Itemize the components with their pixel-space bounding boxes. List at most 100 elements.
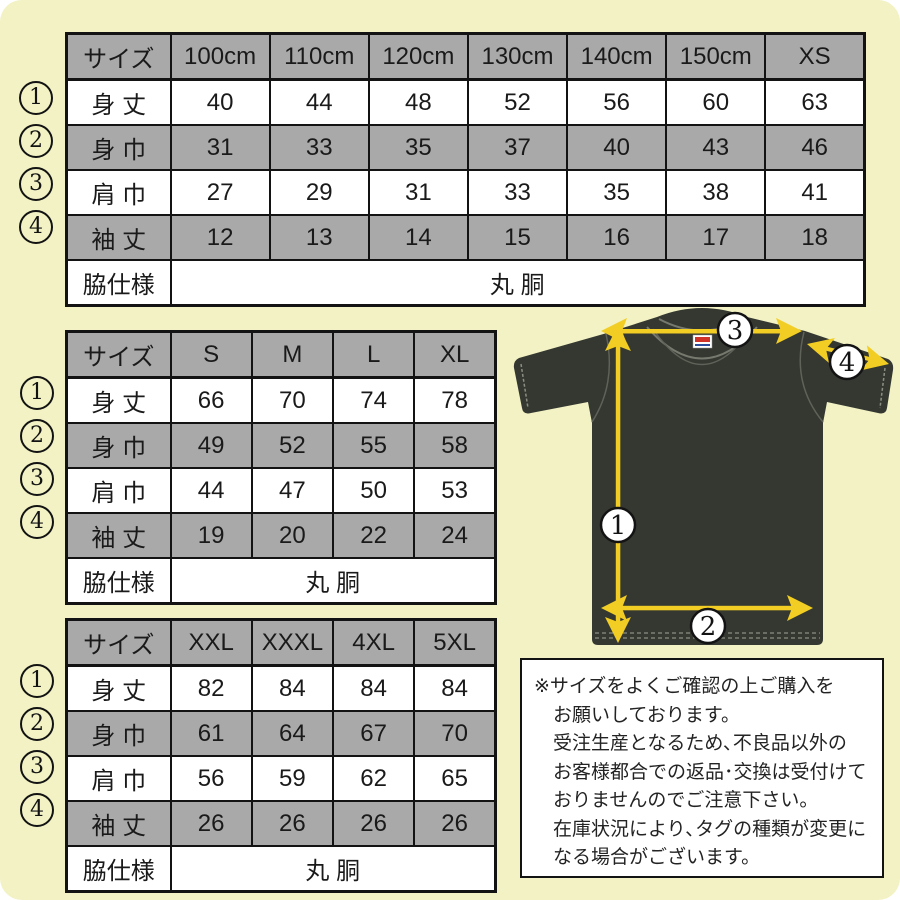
- size-header-cell: 120cm: [367, 32, 469, 81]
- size-table-adult: サイズ S M L XL 身 丈 66 70 74 78 身 巾 49 52 55 58 肩 巾 44 47 50 5…: [65, 330, 497, 605]
- measure-value: 55: [331, 422, 416, 469]
- notice-line: 在庫状況により､タグの種類が変更に: [553, 818, 867, 840]
- svg-text:3: 3: [727, 316, 744, 346]
- measure-value: 50: [331, 467, 416, 514]
- purchase-notice-box: ※サイズをよくご確認の上ご購入を お願いしております。 受注生産となるため､不良…: [520, 658, 884, 878]
- marker-1-adult: 1: [20, 376, 54, 410]
- measure-value: 41: [764, 169, 866, 216]
- marker-4-adult: 4: [20, 505, 54, 539]
- measure-value: 46: [764, 124, 866, 171]
- measure-label: 身 巾: [65, 710, 172, 757]
- measure-value: 33: [466, 169, 569, 216]
- measure-value: 12: [169, 214, 271, 261]
- measure-value: 26: [331, 800, 416, 847]
- svg-text:1: 1: [610, 511, 627, 541]
- measure-value: 70: [413, 710, 497, 757]
- size-table-big: サイズ XXL XXXL 4XL 5XL 身 丈 82 84 84 84 身 巾 61 64 67 70 肩 …: [65, 618, 497, 893]
- size-header-cell: サイズ: [65, 330, 172, 379]
- marker-1-big: 1: [20, 664, 54, 698]
- measure-value: 61: [169, 710, 253, 757]
- measure-label: 身 丈: [65, 78, 172, 126]
- figure-marker-3: 3: [716, 311, 754, 349]
- measure-value: 19: [169, 512, 253, 559]
- measure-value: 49: [169, 422, 253, 469]
- notice-line: ※サイズをよくご確認の上ご購入を: [534, 676, 835, 697]
- measure-value: 66: [169, 376, 253, 424]
- measure-value: 70: [250, 376, 335, 424]
- measure-value: 18: [764, 214, 866, 261]
- measure-value: 13: [268, 214, 370, 261]
- measure-value: 58: [413, 422, 497, 469]
- svg-text:2: 2: [700, 612, 717, 642]
- measure-label: 肩 巾: [65, 467, 172, 514]
- marker-1-kids: 1: [19, 81, 53, 115]
- measure-value: 15: [466, 214, 569, 261]
- marker-2-kids: 2: [19, 124, 53, 158]
- measure-value: 67: [331, 710, 416, 757]
- marker-3-kids: 3: [19, 167, 53, 201]
- notice-line: おりませんのでご注意下さい。: [553, 790, 819, 811]
- measure-value: 82: [169, 664, 253, 712]
- measure-value: 40: [169, 78, 271, 126]
- figure-marker-4: 4: [828, 343, 866, 381]
- measure-value: 37: [466, 124, 569, 171]
- tshirt-measure-figure: 3 4 1 2: [513, 308, 894, 645]
- sleeve-stitch-right: [879, 367, 886, 409]
- svg-text:4: 4: [839, 348, 856, 378]
- measure-value: 48: [367, 78, 469, 126]
- measure-value: 56: [566, 78, 668, 126]
- measure-value: 31: [367, 169, 469, 216]
- marker-4-kids: 4: [19, 210, 53, 244]
- measure-value: 62: [331, 755, 416, 802]
- measure-value: 29: [268, 169, 370, 216]
- size-header-cell: XXL: [169, 618, 253, 667]
- measure-value: 24: [413, 512, 497, 559]
- measure-value: 52: [250, 422, 335, 469]
- measure-value: 84: [413, 664, 497, 712]
- size-table-kids: サイズ 100cm 110cm 120cm 130cm 140cm 150cm XS 身 丈 40…: [65, 32, 866, 307]
- measure-value: 20: [250, 512, 335, 559]
- footer-label: 脇仕様: [65, 259, 172, 307]
- measure-value: 52: [466, 78, 569, 126]
- footer-label: 脇仕様: [65, 557, 172, 605]
- figure-marker-2: 2: [689, 607, 727, 645]
- measure-value: 26: [169, 800, 253, 847]
- measure-label: 肩 巾: [65, 169, 172, 216]
- armhole-seam-right: [799, 331, 824, 423]
- measure-label: 身 丈: [65, 664, 172, 712]
- size-header-cell: XS: [764, 32, 866, 81]
- measure-value: 84: [331, 664, 416, 712]
- armhole-seam-left: [591, 333, 611, 423]
- size-header-cell: 110cm: [268, 32, 370, 81]
- measure-label: 身 巾: [65, 422, 172, 469]
- size-header-cell: 130cm: [466, 32, 569, 81]
- measure-value: 56: [169, 755, 253, 802]
- measure-value: 35: [566, 169, 668, 216]
- notice-line: お客様都合での返品･交換は受付けて: [553, 761, 867, 783]
- notice-line: なる場合がございます。: [553, 847, 761, 868]
- footer-value: 丸 胴: [169, 557, 497, 605]
- measure-label: 肩 巾: [65, 755, 172, 802]
- measure-value: 22: [331, 512, 416, 559]
- notice-line: 受注生産となるため､不良品以外の: [553, 733, 847, 754]
- measure-label: 身 丈: [65, 376, 172, 424]
- tshirt-body: [513, 308, 894, 645]
- marker-2-big: 2: [20, 707, 54, 741]
- measure-label: 身 巾: [65, 124, 172, 171]
- measure-value: 16: [566, 214, 668, 261]
- size-header-cell: 4XL: [331, 618, 416, 667]
- measure-value: 78: [413, 376, 497, 424]
- measure-value: 63: [764, 78, 866, 126]
- arrow-body-length: [605, 325, 631, 643]
- measure-value: 43: [665, 124, 767, 171]
- measure-label: 袖 丈: [65, 214, 172, 261]
- marker-4-big: 4: [20, 793, 54, 827]
- measure-value: 59: [250, 755, 335, 802]
- measure-value: 44: [268, 78, 370, 126]
- sleeve-stitch-left: [520, 363, 529, 409]
- size-header-cell: L: [331, 330, 416, 379]
- size-header-cell: サイズ: [65, 32, 172, 81]
- measure-value: 26: [413, 800, 497, 847]
- measure-value: 40: [566, 124, 668, 171]
- measure-value: 31: [169, 124, 271, 171]
